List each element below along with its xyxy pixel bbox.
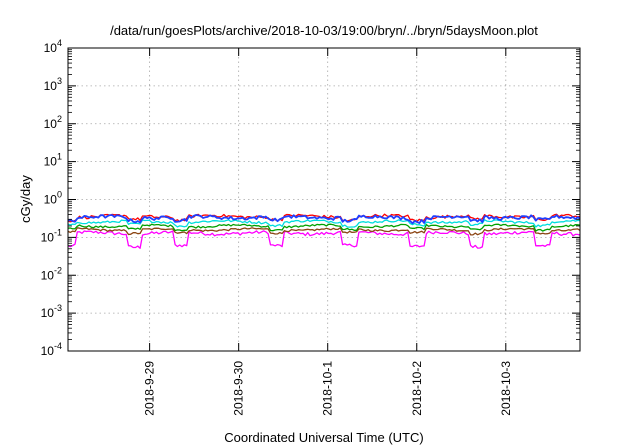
series-line [67,214,581,225]
grid [68,48,580,351]
series-line [67,219,581,228]
y-tick-label: 101 [44,152,62,169]
y-tick-label: 10-1 [41,227,62,244]
chart-title: /data/run/goesPlots/archive/2018-10-03/1… [110,23,538,38]
y-tick-label: 102 [44,114,62,131]
x-tick-label: 2018-9-30 [232,361,246,416]
series-line [67,227,581,236]
y-tick-label: 104 [44,38,62,55]
series-layer [67,213,581,249]
y-tick-label: 10-3 [41,303,62,320]
x-tick-label: 2018-10-1 [321,361,335,416]
x-axis: 2018-9-29 2018-9-30 2018-10-1 2018-10-2 2018… [143,48,513,416]
y-tick-label: 10-2 [41,265,62,282]
x-tick-label: 2018-9-29 [143,361,157,416]
x-tick-label: 2018-10-2 [410,361,424,416]
y-tick-label: 100 [44,190,62,207]
y-tick-label: 103 [44,76,62,93]
y-tick-label: 10-4 [41,341,62,358]
x-axis-label: Coordinated Universal Time (UTC) [224,430,423,445]
series-line [67,230,581,249]
y-axis-label: cGy/day [18,175,33,223]
series-line [67,223,581,232]
x-tick-label: 2018-10-3 [499,361,513,416]
y-axis: 10-4 10-3 10-2 10-1 100 101 102 103 104 [41,38,580,358]
